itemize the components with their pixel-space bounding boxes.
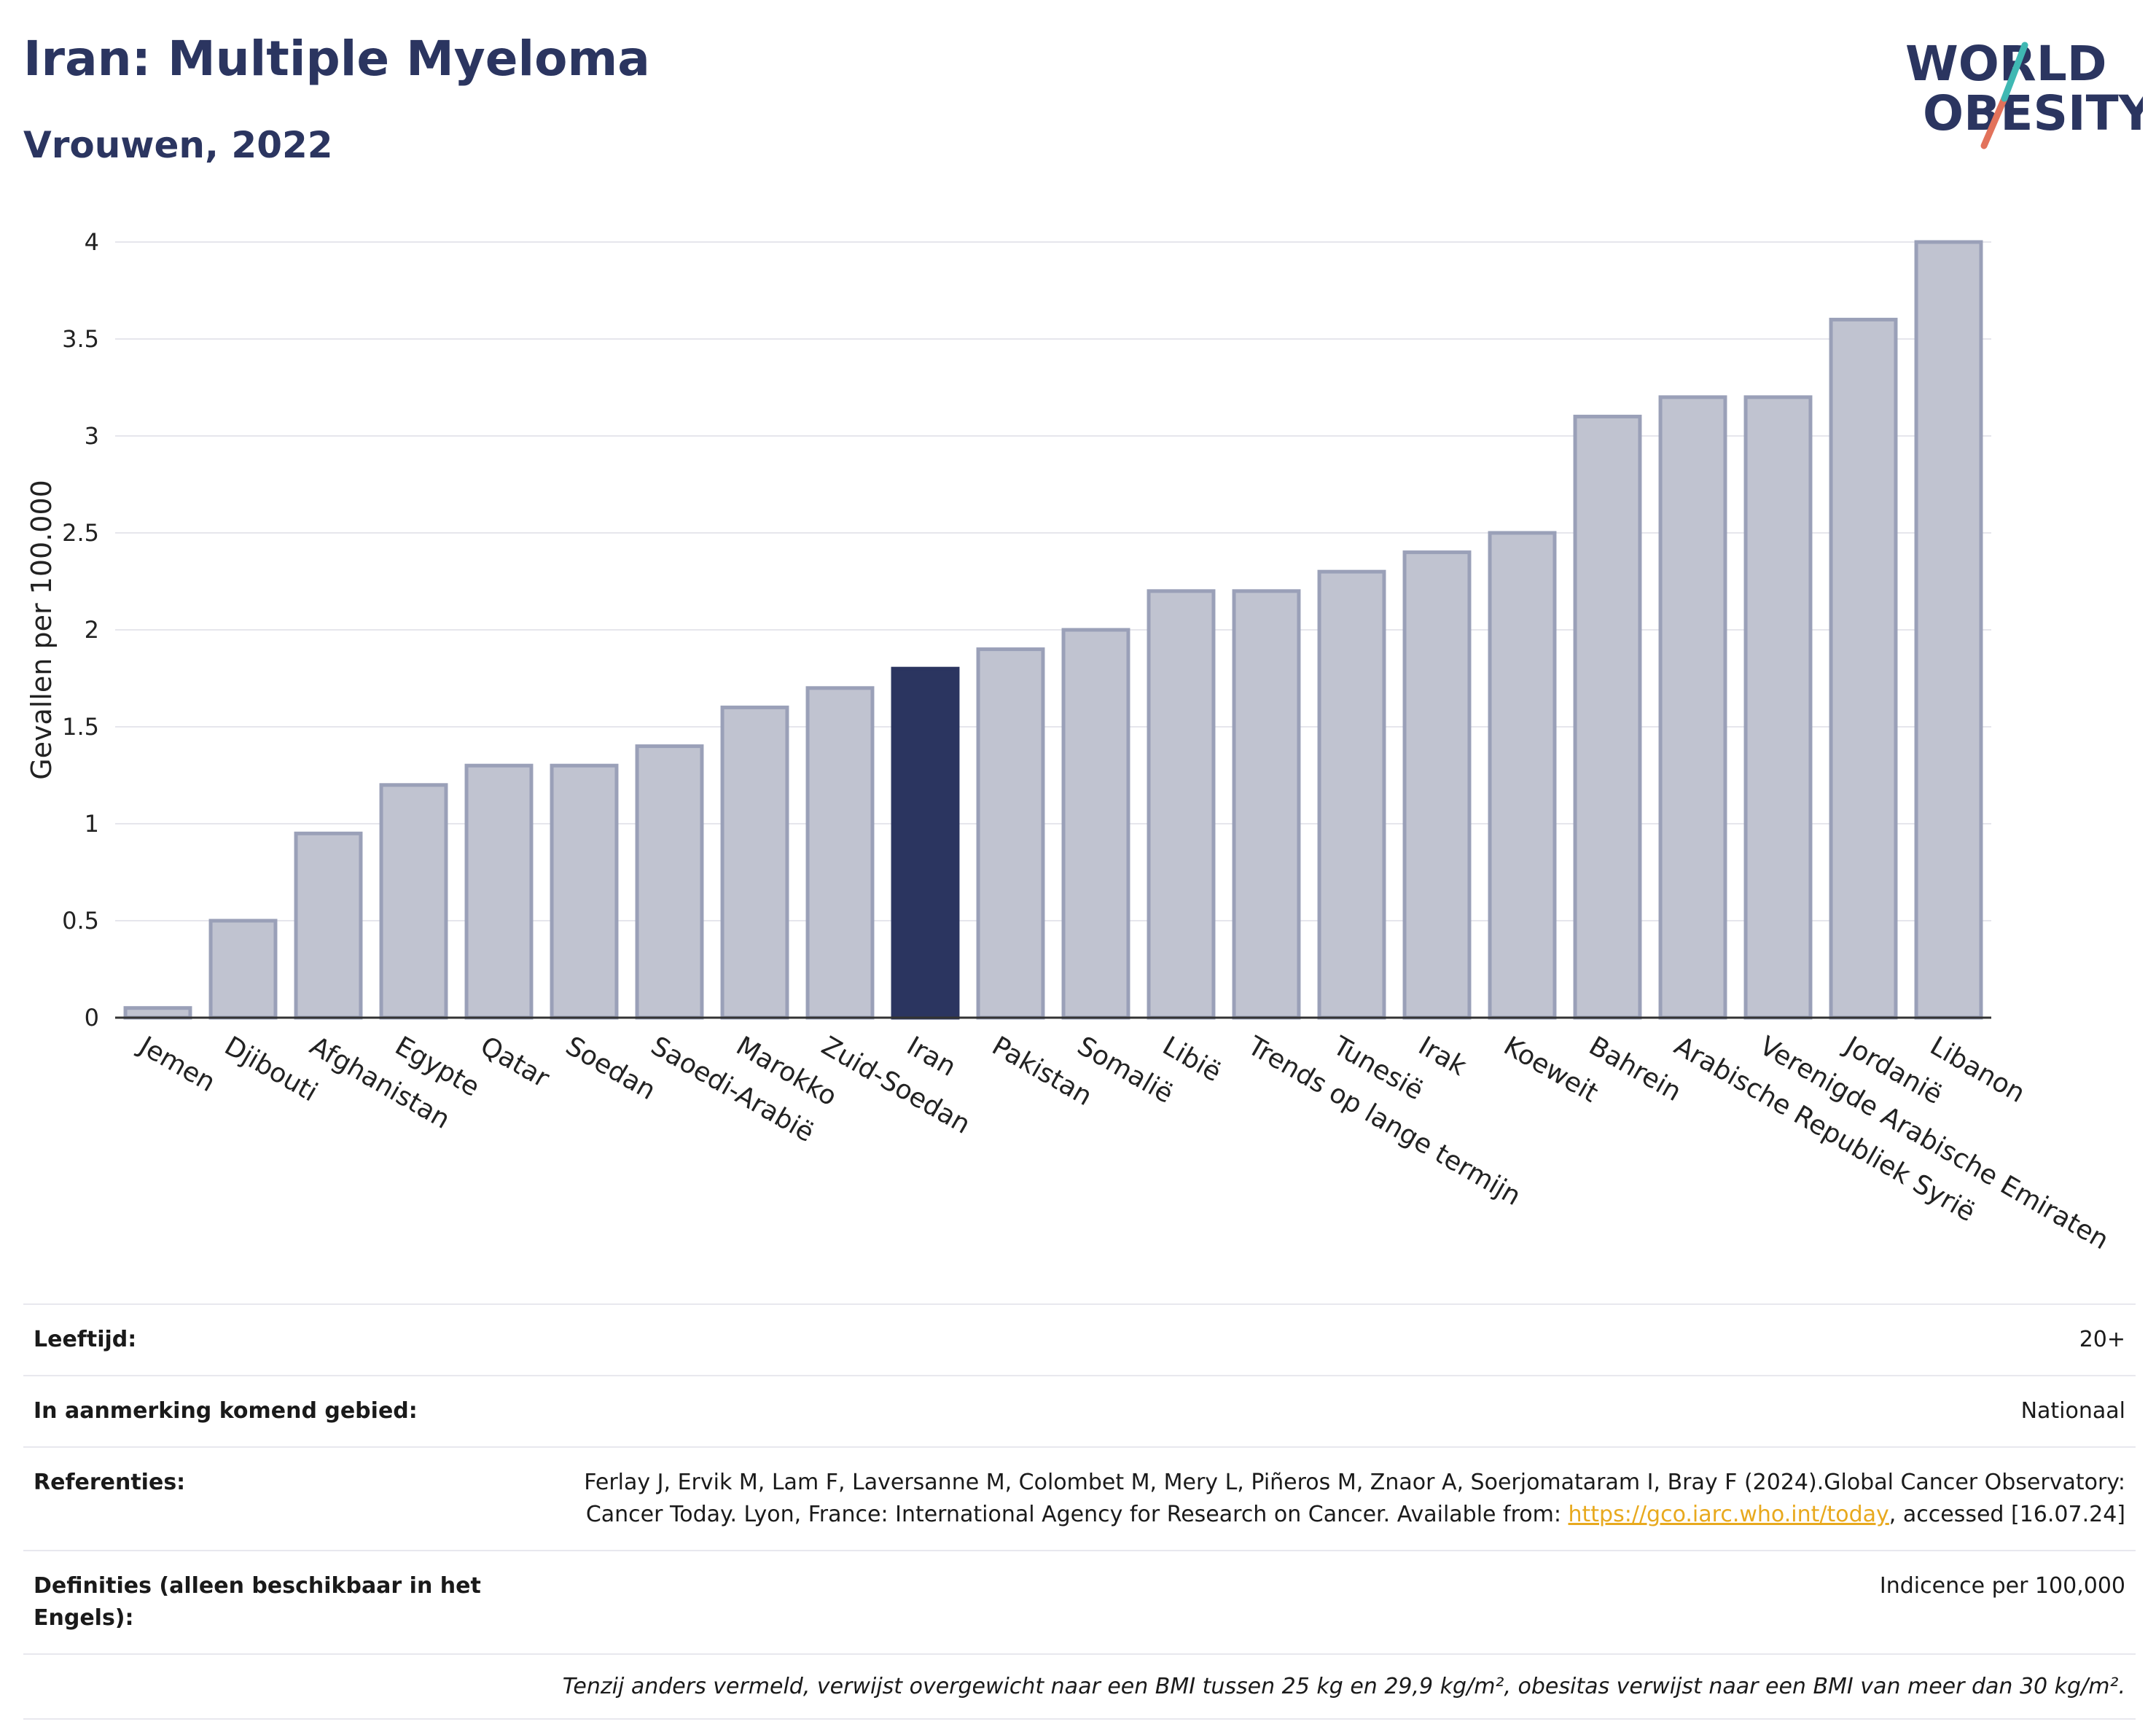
bar-arabische-republiek-syrië bbox=[1658, 395, 1727, 1020]
bar-pakistan bbox=[976, 647, 1045, 1020]
age-value: 20+ bbox=[2079, 1327, 2125, 1352]
references-text-part1: Ferlay J, Ervik M, Lam F, Laversanne M, … bbox=[584, 1470, 2125, 1527]
info-table: Leeftijd: 20+ In aanmerking komend gebie… bbox=[23, 1303, 2136, 1720]
bar-bahrein bbox=[1573, 414, 1642, 1020]
references-label: Referenties: bbox=[34, 1470, 186, 1495]
bar-afghanistan bbox=[294, 831, 363, 1020]
y-tick-label: 4 bbox=[85, 228, 99, 256]
definitions-label: Definities (alleen beschikbaar in het En… bbox=[34, 1573, 481, 1631]
bar-soedan bbox=[550, 763, 619, 1020]
y-tick-label: 0.5 bbox=[62, 907, 99, 935]
bar-tunesië bbox=[1317, 569, 1386, 1020]
x-tick-label: Qatar bbox=[475, 1031, 554, 1093]
bar-trends-op-lange-termijn bbox=[1232, 589, 1301, 1020]
x-tick-label: Koeweit bbox=[1499, 1031, 1603, 1108]
y-tick-label: 3 bbox=[85, 422, 99, 450]
references-value: Ferlay J, Ervik M, Lam F, Laversanne M, … bbox=[558, 1467, 2125, 1531]
bar-koeweit bbox=[1488, 531, 1557, 1020]
info-row-age: Leeftijd: 20+ bbox=[23, 1303, 2136, 1375]
bar-djibouti bbox=[208, 919, 278, 1020]
page-subtitle: Vrouwen, 2022 bbox=[23, 124, 333, 166]
logo-slash-red bbox=[1980, 95, 2008, 149]
age-label: Leeftijd: bbox=[34, 1327, 137, 1352]
x-tick-label: Iran bbox=[902, 1031, 961, 1083]
footnote-text: Tenzij anders vermeld, verwijst overgewi… bbox=[562, 1674, 2125, 1699]
x-tick-label: Jemen bbox=[133, 1030, 220, 1098]
chart-bars bbox=[123, 240, 1983, 1020]
bar-zuid-soedan bbox=[805, 686, 875, 1020]
references-text-part2: , accessed [16.07.24] bbox=[1889, 1502, 2125, 1527]
y-tick-label: 2.5 bbox=[62, 519, 99, 547]
info-row-references: Referenties: Ferlay J, Ervik M, Lam F, L… bbox=[23, 1446, 2136, 1550]
references-link[interactable]: https://gco.iarc.who.int/today bbox=[1568, 1502, 1889, 1527]
area-label: In aanmerking komend gebied: bbox=[34, 1398, 418, 1424]
bar-somalië bbox=[1061, 628, 1130, 1020]
bar-marokko bbox=[720, 705, 789, 1020]
x-tick-label: Bahrein bbox=[1584, 1031, 1686, 1107]
definitions-value: Indicence per 100,000 bbox=[1879, 1573, 2125, 1599]
bar-saoedi-arabië bbox=[635, 744, 704, 1020]
bar-egypte bbox=[379, 783, 448, 1020]
bar-jemen bbox=[123, 1006, 192, 1020]
bar-libië bbox=[1147, 589, 1216, 1020]
world-obesity-logo: WORLD OBESITY bbox=[1905, 36, 2143, 149]
y-tick-label: 2 bbox=[85, 616, 99, 644]
logo-slash-teal bbox=[2001, 42, 2028, 102]
bar-iran bbox=[891, 666, 960, 1020]
bar-qatar bbox=[464, 763, 534, 1020]
logo-word-obesity: OBESITY bbox=[1923, 85, 2143, 141]
bar-irak bbox=[1402, 550, 1472, 1020]
y-tick-label: 0 bbox=[85, 1004, 99, 1032]
bar-libanon bbox=[1914, 240, 1983, 1020]
info-row-area: In aanmerking komend gebied: Nationaal bbox=[23, 1375, 2136, 1446]
y-axis-label: Gevallen per 100.000 bbox=[26, 480, 58, 780]
x-tick-label: Irak bbox=[1413, 1031, 1472, 1082]
x-tick-label: Djibouti bbox=[219, 1031, 322, 1107]
bar-chart: 0 0.5 1 1.5 2 2.5 3 3.5 4 JemenDjiboutiAfghanist… bbox=[26, 228, 2114, 1255]
info-row-note: Tenzij anders vermeld, verwijst overgewi… bbox=[23, 1653, 2136, 1720]
y-tick-label: 1.5 bbox=[62, 713, 99, 741]
page-title: Iran: Multiple Myeloma bbox=[23, 31, 650, 87]
y-axis-ticks: 0 0.5 1 1.5 2 2.5 3 3.5 4 bbox=[62, 228, 99, 1032]
x-tick-label: Libanon bbox=[1925, 1031, 2030, 1109]
area-value: Nationaal bbox=[2020, 1398, 2125, 1424]
x-tick-label: Verenigde Arabische Emiraten bbox=[1754, 1031, 2114, 1255]
bar-jordanië bbox=[1829, 317, 1898, 1020]
x-tick-label: Soedan bbox=[561, 1031, 660, 1106]
info-row-definitions: Definities (alleen beschikbaar in het En… bbox=[23, 1550, 2136, 1653]
y-tick-label: 1 bbox=[85, 810, 99, 838]
logo-word-world: WORLD bbox=[1905, 36, 2107, 92]
bar-verenigde-arabische-emiraten bbox=[1743, 395, 1813, 1020]
y-tick-label: 3.5 bbox=[62, 325, 99, 353]
